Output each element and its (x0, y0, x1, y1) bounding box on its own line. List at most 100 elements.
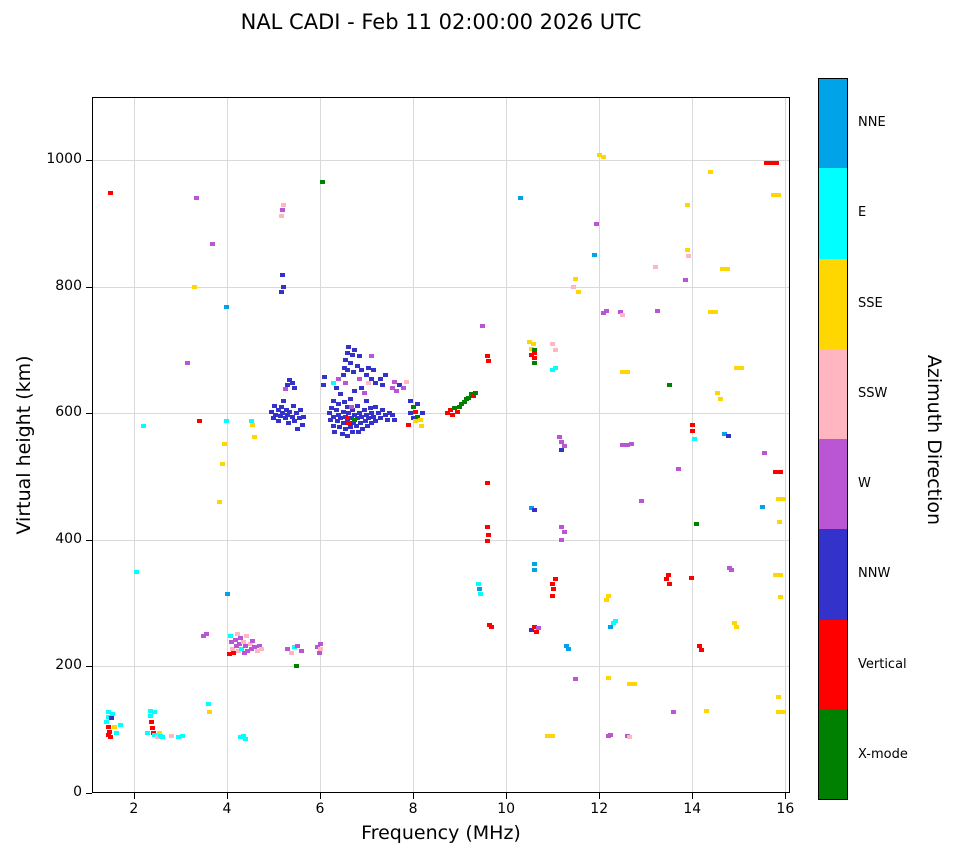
data-point (418, 424, 424, 429)
x-axis-label: Frequency (MHz) (361, 822, 521, 844)
data-point (368, 376, 374, 381)
data-point (349, 416, 355, 421)
data-point (219, 461, 225, 466)
colorbar-category-label: E (858, 205, 867, 221)
data-point (371, 368, 377, 373)
data-point (368, 420, 374, 425)
data-point (761, 450, 767, 455)
colorbar-category-label: SSE (858, 295, 883, 311)
data-point (243, 736, 249, 741)
data-point (408, 411, 414, 416)
data-point (694, 522, 700, 527)
data-point (240, 734, 246, 739)
data-point (147, 713, 153, 718)
data-point (347, 360, 353, 365)
data-point (357, 354, 363, 359)
data-point (778, 594, 784, 599)
colorbar-label: Azimuth Direction (923, 354, 945, 526)
x-tick-mark (133, 793, 135, 799)
data-point (242, 650, 248, 655)
x-tick-mark (413, 793, 415, 799)
data-point (559, 537, 565, 542)
data-point (337, 425, 343, 430)
data-point (408, 398, 414, 403)
data-point (389, 412, 395, 417)
data-point (284, 407, 289, 412)
data-point (152, 710, 158, 714)
data-point (340, 420, 346, 425)
x-tick-label: 4 (222, 801, 232, 817)
data-point (331, 398, 337, 403)
data-point (350, 353, 356, 358)
y-tick-mark (86, 793, 92, 794)
x-gridline (692, 97, 694, 793)
data-point (336, 376, 342, 381)
data-point (156, 730, 162, 735)
data-point (357, 411, 363, 416)
data-point (405, 422, 411, 427)
data-point (344, 351, 350, 356)
data-point (236, 648, 242, 653)
data-point (279, 289, 285, 294)
colorbar-segment-e (818, 167, 848, 259)
data-point (613, 618, 618, 623)
data-point (259, 646, 265, 651)
data-point (225, 591, 231, 596)
data-point (224, 305, 230, 310)
data-point (485, 359, 491, 364)
data-point (531, 625, 537, 630)
data-point (731, 621, 737, 626)
data-point (326, 411, 332, 416)
data-point (410, 405, 416, 410)
data-point (452, 406, 458, 411)
data-point (532, 351, 538, 356)
y-gridline (92, 666, 790, 668)
data-point (638, 498, 644, 503)
y-gridline (92, 160, 790, 162)
data-point (373, 418, 379, 423)
colorbar-category-label: NNW (858, 566, 891, 582)
data-point (284, 412, 290, 417)
y-tick-mark (86, 666, 92, 668)
data-point (610, 621, 616, 626)
data-point (608, 625, 614, 630)
x-tick-label: 14 (683, 801, 702, 817)
data-point (194, 196, 200, 201)
data-point (378, 416, 383, 421)
data-point (773, 469, 784, 474)
data-point (252, 435, 258, 440)
data-point (284, 646, 290, 651)
data-point (233, 644, 239, 649)
data-point (619, 313, 625, 318)
x-tick-label: 16 (776, 801, 795, 817)
data-point (561, 444, 567, 449)
data-point (626, 735, 632, 740)
data-point (277, 413, 283, 418)
data-point (733, 365, 744, 370)
data-point (363, 418, 369, 423)
data-point (450, 412, 456, 417)
data-point (282, 416, 288, 421)
data-point (361, 408, 367, 413)
data-point (373, 405, 379, 410)
data-point (471, 393, 477, 398)
data-point (352, 412, 358, 417)
data-point (333, 386, 339, 391)
data-point (619, 370, 630, 375)
data-point (295, 644, 301, 649)
data-point (281, 284, 287, 289)
data-point (289, 414, 295, 419)
data-point (280, 207, 286, 212)
data-point (289, 380, 295, 385)
data-point (346, 420, 352, 425)
data-point (105, 732, 111, 737)
data-point (238, 635, 244, 640)
colorbar-category-label: Vertical (858, 656, 907, 672)
data-point (250, 639, 256, 644)
data-point (415, 414, 421, 419)
data-point (526, 340, 532, 345)
data-point (105, 715, 111, 720)
data-point (196, 418, 202, 423)
data-point (552, 348, 558, 353)
data-point (531, 355, 537, 360)
